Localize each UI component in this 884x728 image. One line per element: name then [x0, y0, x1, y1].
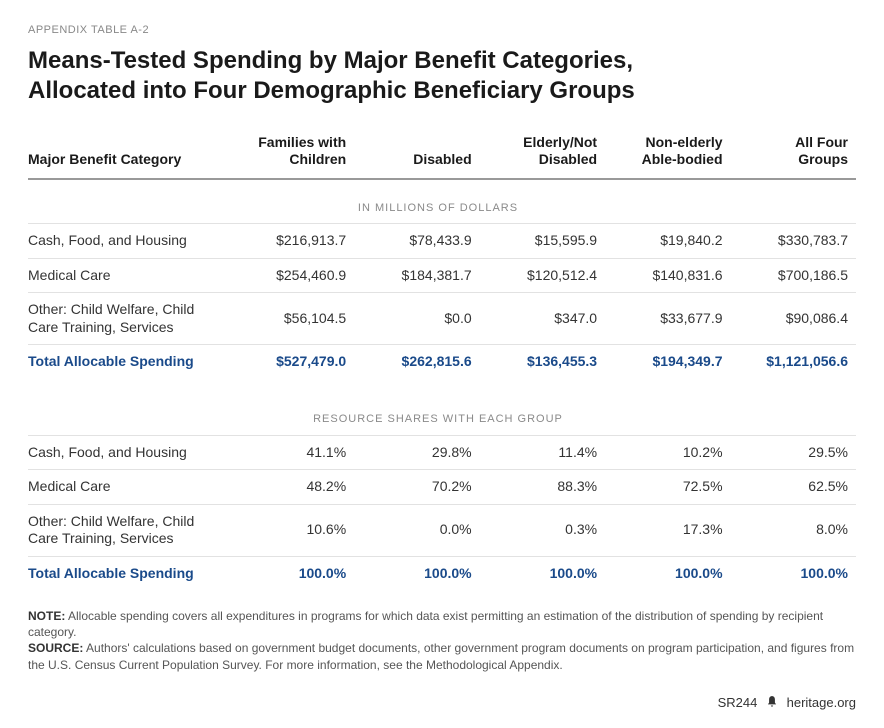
total-row-shares: Total Allocable Spending 100.0% 100.0% 1…: [28, 556, 856, 590]
cell: $184,381.7: [354, 258, 479, 293]
data-table: Major Benefit Category Families withChil…: [28, 128, 856, 590]
cell: 11.4%: [480, 435, 605, 470]
appendix-label: APPENDIX TABLE A-2: [28, 24, 856, 36]
table-row: Cash, Food, and Housing 41.1% 29.8% 11.4…: [28, 435, 856, 470]
cell: $120,512.4: [480, 258, 605, 293]
cell: 29.8%: [354, 435, 479, 470]
row-label: Medical Care: [28, 258, 229, 293]
section-heading-shares: RESOURCE SHARES WITH EACH GROUP: [28, 379, 856, 435]
section-heading-dollars: IN MILLIONS OF DOLLARS: [28, 179, 856, 224]
col-header: All FourGroups: [731, 128, 856, 179]
row-label: Total Allocable Spending: [28, 556, 229, 590]
col-header: Families withChildren: [229, 128, 354, 179]
cell: 88.3%: [480, 470, 605, 505]
source-text: Authors' calculations based on governmen…: [28, 641, 854, 671]
cell: $56,104.5: [229, 293, 354, 345]
cell: 8.0%: [731, 504, 856, 556]
col-header: Non-elderlyAble-bodied: [605, 128, 730, 179]
cell: $216,913.7: [229, 224, 354, 259]
cell: 10.2%: [605, 435, 730, 470]
title-line-1: Means-Tested Spending by Major Benefit C…: [28, 47, 633, 74]
cell: 10.6%: [229, 504, 354, 556]
note-label: NOTE:: [28, 609, 65, 623]
bell-icon: [765, 695, 779, 712]
cell: 62.5%: [731, 470, 856, 505]
col-header-category: Major Benefit Category: [28, 128, 229, 179]
title-line-2: Allocated into Four Demographic Benefici…: [28, 77, 635, 104]
row-label: Total Allocable Spending: [28, 345, 229, 379]
column-header-row: Major Benefit Category Families withChil…: [28, 128, 856, 179]
cell: $254,460.9: [229, 258, 354, 293]
cell: 100.0%: [480, 556, 605, 590]
table-row: Other: Child Welfare, Child Care Trainin…: [28, 293, 856, 345]
cell: 29.5%: [731, 435, 856, 470]
row-label: Cash, Food, and Housing: [28, 224, 229, 259]
cell: 100.0%: [229, 556, 354, 590]
cell: $140,831.6: [605, 258, 730, 293]
cell: $262,815.6: [354, 345, 479, 379]
table-row: Other: Child Welfare, Child Care Trainin…: [28, 504, 856, 556]
note-text: Allocable spending covers all expenditur…: [28, 609, 823, 639]
cell: 41.1%: [229, 435, 354, 470]
cell: 72.5%: [605, 470, 730, 505]
cell: 70.2%: [354, 470, 479, 505]
cell: $347.0: [480, 293, 605, 345]
row-label: Medical Care: [28, 470, 229, 505]
cell: 17.3%: [605, 504, 730, 556]
cell: 100.0%: [605, 556, 730, 590]
row-label: Other: Child Welfare, Child Care Trainin…: [28, 293, 229, 345]
row-label: Cash, Food, and Housing: [28, 435, 229, 470]
cell: $330,783.7: [731, 224, 856, 259]
notes-block: NOTE: Allocable spending covers all expe…: [28, 608, 856, 673]
cell: $15,595.9: [480, 224, 605, 259]
col-header: Elderly/NotDisabled: [480, 128, 605, 179]
cell: $1,121,056.6: [731, 345, 856, 379]
footer: SR244 heritage.org: [28, 695, 856, 712]
cell: 48.2%: [229, 470, 354, 505]
cell: 100.0%: [731, 556, 856, 590]
cell: $19,840.2: [605, 224, 730, 259]
cell: 0.3%: [480, 504, 605, 556]
cell: 0.0%: [354, 504, 479, 556]
page-title: Means-Tested Spending by Major Benefit C…: [28, 46, 856, 106]
cell: $78,433.9: [354, 224, 479, 259]
cell: $527,479.0: [229, 345, 354, 379]
cell: $0.0: [354, 293, 479, 345]
cell: $700,186.5: [731, 258, 856, 293]
cell: $136,455.3: [480, 345, 605, 379]
cell: $90,086.4: [731, 293, 856, 345]
source-label: SOURCE:: [28, 641, 83, 655]
table-row: Medical Care 48.2% 70.2% 88.3% 72.5% 62.…: [28, 470, 856, 505]
table-row: Cash, Food, and Housing $216,913.7 $78,4…: [28, 224, 856, 259]
cell: $33,677.9: [605, 293, 730, 345]
col-header: Disabled: [354, 128, 479, 179]
table-row: Medical Care $254,460.9 $184,381.7 $120,…: [28, 258, 856, 293]
cell: 100.0%: [354, 556, 479, 590]
doc-id: SR244: [718, 695, 758, 710]
total-row-dollars: Total Allocable Spending $527,479.0 $262…: [28, 345, 856, 379]
row-label: Other: Child Welfare, Child Care Trainin…: [28, 504, 229, 556]
cell: $194,349.7: [605, 345, 730, 379]
site-name: heritage.org: [787, 695, 856, 710]
